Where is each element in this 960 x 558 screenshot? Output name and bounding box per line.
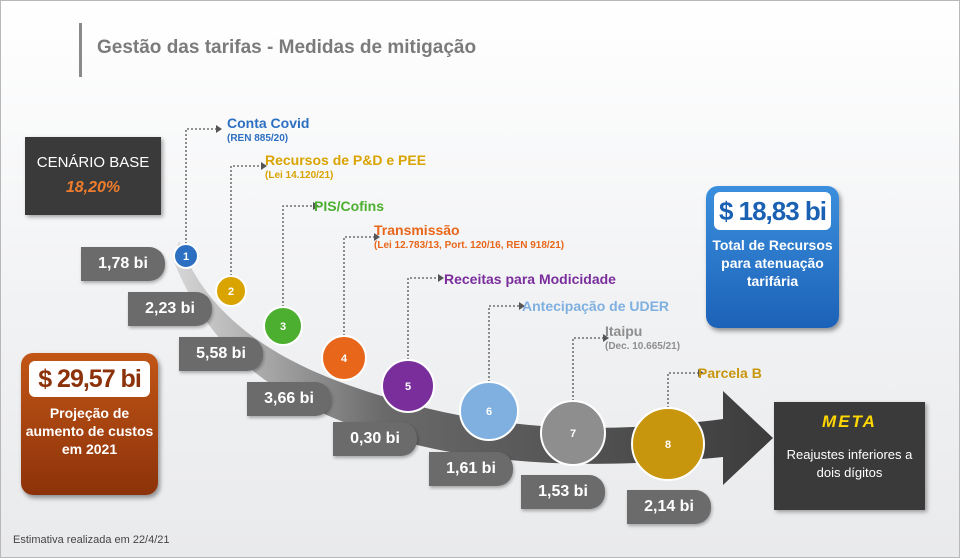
value-tag-6: 1,61 bi (429, 452, 513, 486)
connector-2 (230, 165, 261, 276)
connector-lines (185, 125, 704, 408)
step-title-6: Antecipação de UDER (522, 298, 670, 314)
step-label-3: PIS/Cofins (314, 198, 384, 214)
value-tag-7: 1,53 bi (521, 475, 605, 509)
step-label-5: Receitas para Modicidade (444, 271, 616, 287)
step-title-1: Conta Covid (227, 115, 310, 131)
connector-arrowhead-4 (374, 233, 380, 241)
step-label-7: Itaipu (Dec. 10.665/21) (605, 323, 680, 352)
connector-5 (407, 277, 438, 360)
connector-arrowhead-2 (261, 162, 267, 170)
step-number-4: 4 (341, 353, 348, 365)
connector-3 (282, 205, 313, 307)
goal-title: META (822, 412, 877, 431)
step-number-8: 8 (665, 439, 671, 451)
step-circles: 1 2 3 4 5 6 7 8 (173, 243, 705, 481)
step-circle-4 (321, 335, 367, 381)
connector-arrowhead-5 (438, 274, 444, 282)
step-circle-8 (631, 407, 705, 481)
cost-projection-box: $ 29,57 bi Projeção de aumento de custos… (21, 353, 158, 495)
step-circle-3 (263, 306, 303, 346)
connector-arrowhead-6 (519, 302, 525, 310)
step-label-6: Antecipação de UDER (522, 298, 669, 314)
connector-8 (667, 372, 698, 408)
connector-arrowhead-8 (698, 369, 704, 377)
step-label-2: Recursos de P&D e PEE (Lei 14.120/21) (265, 152, 426, 181)
step-title-4: Transmissão (374, 222, 460, 238)
page-title: Gestão das tarifas - Medidas de mitigaçã… (97, 37, 477, 58)
step-number-6: 6 (486, 406, 492, 418)
cost-projection-text: Projeção de aumento de custos em 2021 (25, 405, 154, 457)
step-title-3: PIS/Cofins (314, 198, 385, 214)
goal-box: META Reajustes inferiores a dois dígitos (774, 402, 925, 510)
cost-projection-value: $ 29,57 bi (29, 361, 150, 397)
connector-6 (488, 305, 519, 382)
step-circle-7 (540, 400, 606, 466)
total-resources-box: $ 18,83 bi Total de Recursos para atenua… (706, 186, 839, 328)
step-label-8: Parcela B (698, 364, 768, 382)
value-tag-5: 0,30 bi (333, 422, 417, 456)
step-number-7: 7 (570, 428, 576, 440)
step-label-4: Transmissão (Lei 12.783/13, Port. 120/16… (374, 222, 564, 251)
title-accent-bar (79, 23, 82, 77)
base-scenario-label: CENÁRIO BASE (36, 154, 150, 171)
step-title-8: Parcela B (698, 365, 762, 381)
total-resources-value: $ 18,83 bi (714, 192, 831, 230)
step-sub-1: (REN 885/20) (227, 133, 289, 144)
connector-1 (185, 128, 216, 244)
step-number-5: 5 (405, 381, 411, 393)
step-sub-4: (Lei 12.783/13, Port. 120/16, REN 918/21… (374, 240, 565, 251)
step-sub-2: (Lei 14.120/21) (265, 170, 334, 181)
connector-arrowhead-3 (313, 202, 319, 210)
step-circle-2 (215, 275, 247, 307)
connector-arrowhead-7 (603, 334, 609, 342)
step-sub-7: (Dec. 10.665/21) (605, 341, 681, 352)
value-tag-3: 5,58 bi (179, 337, 263, 371)
step-label-1: Conta Covid (REN 885/20) (227, 115, 309, 144)
step-number-2: 2 (228, 286, 234, 298)
value-tag-8: 2,14 bi (627, 490, 711, 524)
step-number-1: 1 (183, 251, 189, 263)
connector-7 (572, 337, 603, 401)
connector-arrowhead-1 (216, 125, 222, 133)
step-circle-5 (381, 359, 435, 413)
footnote: Estimativa realizada em 22/4/21 (13, 534, 170, 546)
base-scenario-value: 18,20% (65, 179, 121, 196)
step-title-2: Recursos de P&D e PEE (265, 152, 427, 168)
value-tag-4: 3,66 bi (247, 382, 331, 416)
goal-text: Reajustes inferiores a dois dígitos (786, 447, 913, 480)
value-tag-1: 1,78 bi (81, 247, 165, 281)
step-number-3: 3 (280, 321, 286, 333)
value-tag-2: 2,23 bi (128, 292, 212, 326)
total-resources-text: Total de Recursos para atenuação tarifár… (712, 237, 833, 289)
step-title-5: Receitas para Modicidade (444, 271, 616, 287)
connector-4 (343, 236, 374, 336)
step-circle-6 (459, 381, 519, 441)
step-title-7: Itaipu (605, 323, 643, 339)
step-circle-1 (173, 243, 199, 269)
base-scenario-box: CENÁRIO BASE 18,20% (25, 137, 161, 215)
